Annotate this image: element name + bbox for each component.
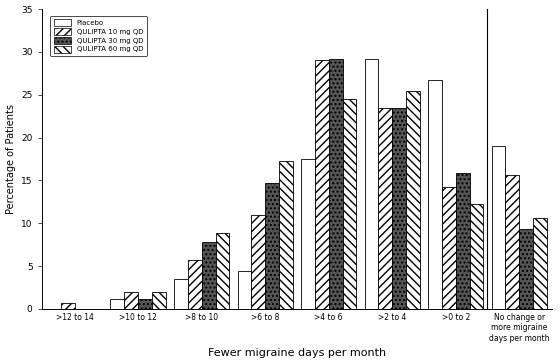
Bar (202, 242, 216, 309)
Y-axis label: Percentage of Patients: Percentage of Patients (6, 104, 16, 214)
Bar (61, 303, 74, 309)
Bar (428, 80, 442, 309)
Bar (392, 108, 406, 309)
Legend: Placebo, QULIPTA 10 mg QD, QULIPTA 30 mg QD, QULIPTA 60 mg QD: Placebo, QULIPTA 10 mg QD, QULIPTA 30 mg… (50, 16, 147, 56)
Bar (237, 271, 251, 309)
Bar (265, 183, 279, 309)
Bar (456, 173, 470, 309)
Bar (343, 99, 356, 309)
Bar (216, 233, 230, 309)
Bar (442, 187, 456, 309)
Bar (279, 161, 293, 309)
Bar (315, 60, 329, 309)
Bar (533, 218, 547, 309)
Bar (152, 292, 166, 309)
Bar (365, 59, 379, 309)
X-axis label: Fewer migraine days per month: Fewer migraine days per month (208, 348, 386, 359)
Bar (138, 300, 152, 309)
Bar (492, 146, 505, 309)
Bar (505, 175, 519, 309)
Bar (110, 300, 124, 309)
Bar (406, 91, 420, 309)
Bar (251, 215, 265, 309)
Bar (379, 108, 392, 309)
Bar (124, 292, 138, 309)
Bar (519, 229, 533, 309)
Bar (329, 59, 343, 309)
Bar (470, 203, 483, 309)
Bar (188, 260, 202, 309)
Bar (174, 279, 188, 309)
Bar (301, 159, 315, 309)
